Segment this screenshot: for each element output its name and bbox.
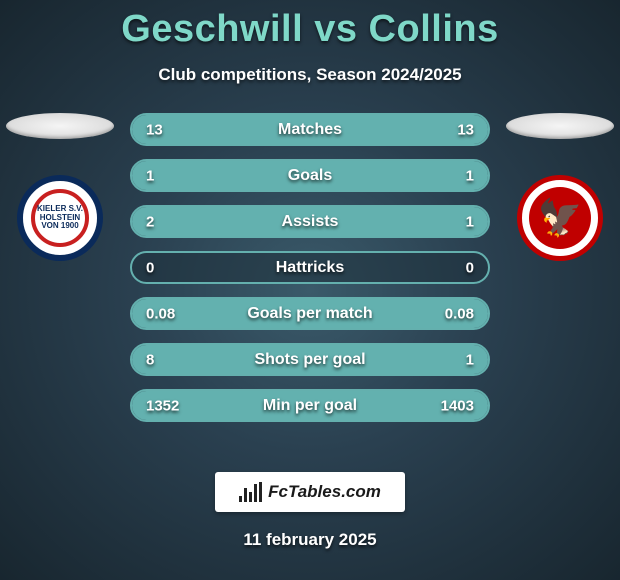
stat-row: 8 Shots per goal 1 bbox=[130, 343, 490, 376]
stat-value-left: 0 bbox=[146, 259, 154, 276]
stat-row: 1 Goals 1 bbox=[130, 159, 490, 192]
stat-label: Goals bbox=[288, 167, 332, 185]
eagle-icon: 🦅 bbox=[538, 200, 583, 236]
stat-label: Assists bbox=[282, 213, 339, 231]
infographic-date: 11 february 2025 bbox=[243, 530, 376, 550]
brand-badge: FcTables.com bbox=[215, 472, 405, 512]
player-left-silhouette bbox=[6, 113, 114, 139]
club-crest-right: 🦅 bbox=[517, 175, 603, 261]
stat-value-left: 1 bbox=[146, 167, 154, 184]
stat-row: 2 Assists 1 bbox=[130, 205, 490, 238]
stat-label: Hattricks bbox=[276, 259, 344, 277]
stat-value-right: 13 bbox=[457, 121, 474, 138]
stat-bar-left bbox=[132, 161, 310, 190]
stat-label: Matches bbox=[278, 121, 342, 139]
stat-value-left: 8 bbox=[146, 351, 154, 368]
stat-value-left: 13 bbox=[146, 121, 163, 138]
player-right-column: 🦅 bbox=[500, 113, 620, 261]
comparison-panel: KIELER S.V.HOLSTEINVON 1900 🦅 13Matches1… bbox=[0, 113, 620, 422]
stat-value-right: 1 bbox=[466, 351, 474, 368]
stat-value-right: 1 bbox=[466, 167, 474, 184]
page-title: Geschwill vs Collins bbox=[0, 0, 620, 51]
player-left-column: KIELER S.V.HOLSTEINVON 1900 bbox=[0, 113, 120, 261]
stat-row: 0.08 Goals per match 0.08 bbox=[130, 297, 490, 330]
stat-value-right: 1403 bbox=[441, 397, 474, 414]
stat-label: Min per goal bbox=[263, 397, 357, 415]
stat-value-right: 0 bbox=[466, 259, 474, 276]
stat-bar-right bbox=[310, 161, 488, 190]
stat-value-left: 0.08 bbox=[146, 305, 175, 322]
stat-label: Shots per goal bbox=[254, 351, 365, 369]
stat-value-right: 1 bbox=[466, 213, 474, 230]
stat-value-left: 2 bbox=[146, 213, 154, 230]
brand-bars-icon bbox=[239, 482, 262, 502]
club-crest-left: KIELER S.V.HOLSTEINVON 1900 bbox=[17, 175, 103, 261]
stat-row: 1352 Min per goal 1403 bbox=[130, 389, 490, 422]
stat-value-left: 1352 bbox=[146, 397, 179, 414]
stat-value-right: 0.08 bbox=[445, 305, 474, 322]
stat-rows: 13 Matches 13 1 Goals 1 2 Assists 1 0 Hattricks 0 0.… bbox=[130, 113, 490, 422]
page-subtitle: Club competitions, Season 2024/2025 bbox=[0, 65, 620, 85]
footer: FcTables.com 11 february 2025 bbox=[0, 472, 620, 580]
stat-label: Goals per match bbox=[247, 305, 372, 323]
player-right-silhouette bbox=[506, 113, 614, 139]
brand-text: FcTables.com bbox=[268, 482, 381, 502]
stat-row: 13 Matches 13 bbox=[130, 113, 490, 146]
stat-row: 0 Hattricks 0 bbox=[130, 251, 490, 284]
